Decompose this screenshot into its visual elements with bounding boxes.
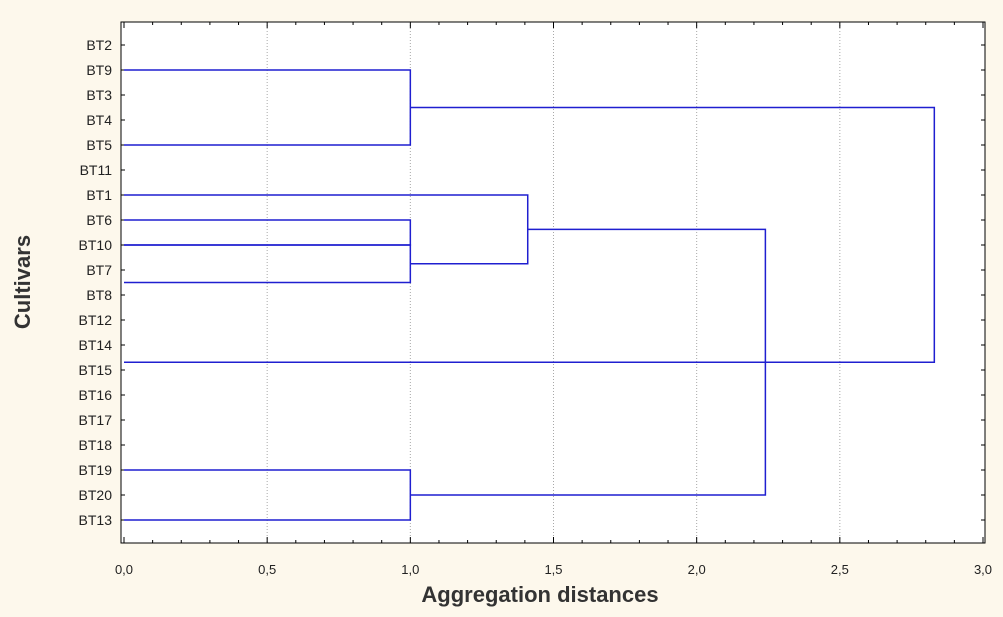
leaf-label: BT4 xyxy=(86,112,112,128)
leaf-label: BT19 xyxy=(79,462,113,478)
leaf-labels: BT2 BT9 BT3 BT4 BT5 BT11 BT1 BT6 BT10 BT7 BT8 BT12 B… xyxy=(79,37,113,528)
leaf-label: BT17 xyxy=(79,412,113,428)
leaf-label: BT16 xyxy=(79,387,113,403)
leaf-label: BT18 xyxy=(79,437,113,453)
leaf-label: BT1 xyxy=(86,187,112,203)
leaf-label: BT10 xyxy=(79,237,113,253)
x-tick-labels: 0,0 0,5 1,0 1,5 2,0 2,5 3,0 xyxy=(115,562,992,577)
leaf-label: BT2 xyxy=(86,37,112,53)
axis-ticks xyxy=(121,22,985,543)
x-tick-label: 3,0 xyxy=(974,562,992,577)
leaf-label: BT20 xyxy=(79,487,113,503)
dendrogram-link xyxy=(124,106,936,363)
leaf-label: BT13 xyxy=(79,512,113,528)
leaf-label: BT11 xyxy=(80,162,113,178)
leaf-label: BT15 xyxy=(79,362,113,378)
leaf-label: BT12 xyxy=(79,312,113,328)
x-tick-label: 2,0 xyxy=(688,562,706,577)
x-tick-label: 0,5 xyxy=(258,562,276,577)
leaf-label: BT3 xyxy=(86,87,112,103)
dendrogram-links xyxy=(124,69,936,521)
x-tick-label: 1,0 xyxy=(401,562,419,577)
y-axis-title: Cultivars xyxy=(10,235,35,329)
leaf-label: BT5 xyxy=(86,137,112,153)
x-tick-label: 1,5 xyxy=(544,562,562,577)
leaf-label: BT8 xyxy=(86,287,112,303)
x-tick-label: 2,5 xyxy=(831,562,849,577)
x-axis-title: Aggregation distances xyxy=(421,582,658,607)
x-tick-label: 0,0 xyxy=(115,562,133,577)
leaf-label: BT9 xyxy=(86,62,112,78)
leaf-label: BT6 xyxy=(86,212,112,228)
leaf-label: BT14 xyxy=(79,337,113,353)
leaf-label: BT7 xyxy=(86,262,112,278)
